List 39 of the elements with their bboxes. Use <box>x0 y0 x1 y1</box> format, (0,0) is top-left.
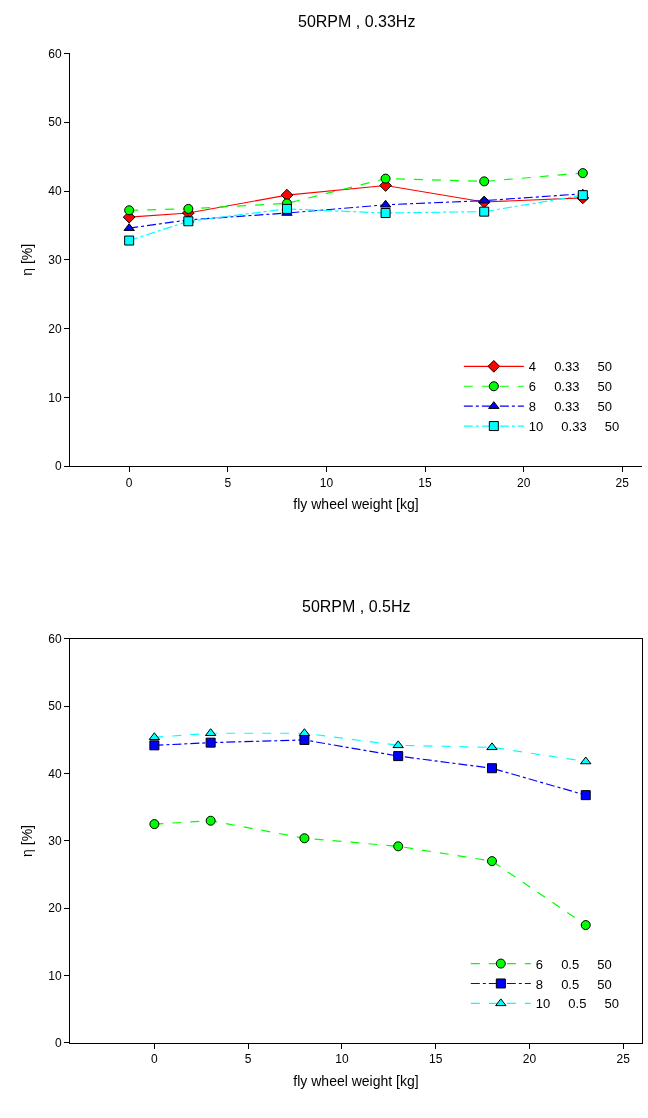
legend-label: 10 0.33 50 <box>528 419 620 435</box>
x-tick-label: 15 <box>429 1052 443 1067</box>
y-tick-label: 10 <box>48 968 62 983</box>
chart-title: 50RPM , 0.5Hz <box>302 598 411 615</box>
y-tick-label: 0 <box>54 459 62 474</box>
y-tick-label: 50 <box>48 115 62 130</box>
y-tick-label: 10 <box>48 390 62 405</box>
x-axis-title: fly wheel weight [kg] <box>293 495 419 512</box>
x-tick-label: 10 <box>319 475 334 490</box>
x-tick-label: 20 <box>522 1052 537 1067</box>
y-axis-title: η [%] <box>18 824 35 857</box>
x-tick-label: 15 <box>418 475 433 490</box>
legend-label: 6 0.5 50 <box>535 956 612 972</box>
x-tick-label: 25 <box>615 475 630 490</box>
chart-title: 50RPM , 0.33Hz <box>298 13 416 30</box>
x-tick-label: 10 <box>335 1052 349 1067</box>
y-tick-label: 30 <box>48 834 62 849</box>
y-tick-label: 60 <box>48 632 62 647</box>
legend-label: 8 0.5 50 <box>535 976 612 992</box>
x-tick-label: 0 <box>151 1052 159 1067</box>
y-tick-label: 20 <box>48 901 62 916</box>
legend-label: 6 0.33 50 <box>528 379 612 395</box>
x-axis-title: fly wheel weight [kg] <box>293 1072 419 1089</box>
legend-label: 4 0.33 50 <box>528 359 612 375</box>
y-tick-label: 40 <box>48 184 62 199</box>
y-tick-label: 30 <box>48 252 62 267</box>
y-axis-title: η [%] <box>18 243 35 276</box>
legend-label: 10 0.5 50 <box>535 996 619 1012</box>
x-tick-label: 5 <box>224 475 232 490</box>
y-tick-label: 20 <box>48 321 62 336</box>
x-tick-label: 0 <box>125 475 133 490</box>
x-tick-label: 5 <box>244 1052 252 1067</box>
x-tick-label: 25 <box>616 1052 631 1067</box>
y-tick-label: 0 <box>54 1036 62 1051</box>
y-tick-label: 60 <box>48 46 62 61</box>
x-tick-label: 20 <box>516 475 531 490</box>
y-tick-label: 40 <box>48 766 62 781</box>
y-tick-label: 50 <box>48 699 62 714</box>
legend-label: 8 0.33 50 <box>528 399 612 415</box>
